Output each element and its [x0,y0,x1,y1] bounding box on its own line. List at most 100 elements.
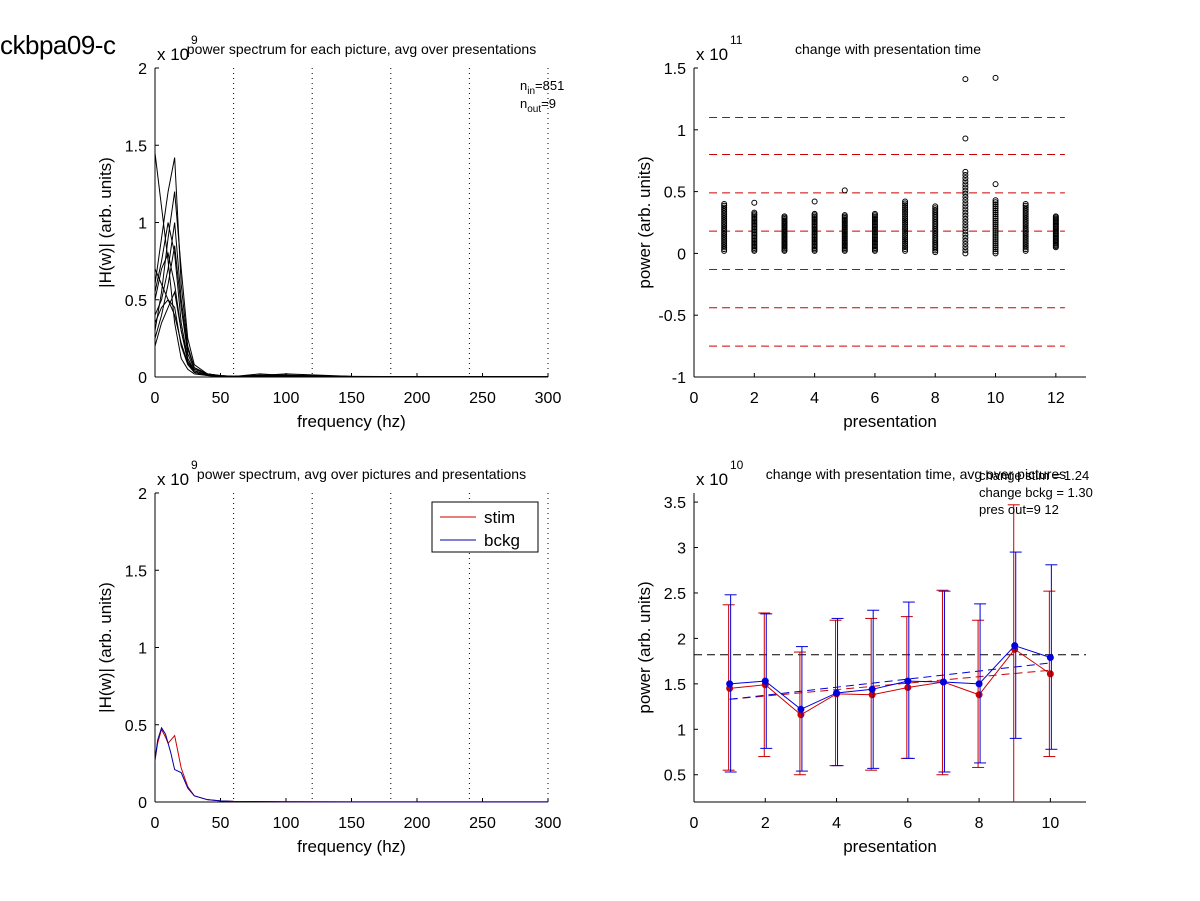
data-point [992,238,999,245]
data-point [992,236,999,243]
chart-tr: 0 2 4 6 8 10 12 -1 -0.5 0 0.5 1 1.5 presentation power… [635,33,1086,431]
x-tick-label: 150 [338,390,365,407]
series-line-stim [154,728,548,803]
data-point [781,213,788,220]
y-axis-label: power (arb. units) [635,156,654,288]
stats-annotation: pres out=9 12 [979,502,1059,517]
mean-point-stim [868,691,876,699]
x-tick-label: 300 [535,815,562,832]
chart-title: power spectrum, avg over pictures and pr… [197,466,526,482]
data-point [992,246,999,253]
series-line-bckg [154,726,548,803]
outlier-point [962,76,969,83]
y-axis-label: |H(w)| (arb. units) [96,582,115,713]
data-point [992,250,999,257]
spectrum-line [154,251,548,378]
data-point [721,202,728,209]
mean-point-bckg [904,677,912,685]
data-point [902,204,909,211]
x-axis-label: presentation [843,837,937,856]
y-tick-label: 2.5 [664,586,686,603]
data-point [932,206,939,213]
y-axis-label: power (arb. units) [635,581,654,713]
data-point [902,247,909,254]
n-out-annotation: nout=9 [520,96,556,115]
y-tick-label: 2 [138,486,147,503]
data-point [992,205,999,212]
y-tick-label: 1 [138,216,147,233]
data-point [902,236,909,243]
outlier-point [962,135,969,142]
x-tick-label: 150 [338,815,365,832]
data-point [751,209,758,216]
x-tick-label: 250 [469,815,496,832]
axis-exponent-base: x 10 [696,470,728,489]
data-point [992,223,999,230]
data-point [992,217,999,224]
outlier-point [992,74,999,81]
chart-title: change with presentation time [795,41,981,57]
data-point [902,238,909,245]
data-point [1052,213,1059,220]
data-point [962,175,969,182]
data-point [962,203,969,210]
mean-point-bckg [726,680,734,688]
x-axis-label: frequency (hz) [297,837,406,856]
x-tick-label: 50 [212,815,230,832]
data-point [902,234,909,241]
legend: stim bckg [431,501,539,553]
data-point [841,212,848,219]
y-tick-label: 0 [138,795,147,812]
data-point [962,231,969,238]
legend-label-stim: stim [484,508,515,527]
data-point [992,227,999,234]
mean-point-stim [904,683,912,691]
x-tick-label: 4 [810,390,819,407]
mean-point-bckg [833,689,841,697]
mean-point-bckg [939,678,947,686]
data-point [962,225,969,232]
data-point [962,250,969,257]
outlier-point [811,198,818,205]
data-point [962,178,969,185]
data-point [811,210,818,217]
data-point [902,209,909,216]
y-tick-label: 0.5 [664,768,686,785]
legend-box [431,501,539,553]
spectrum-line [154,157,549,378]
data-point [992,211,999,218]
mean-line-bckg [729,645,1051,710]
y-tick-label: 1 [677,722,686,739]
x-tick-label: 2 [750,390,759,407]
y-tick-label: 0 [677,246,686,263]
data-point [992,244,999,251]
data-point [902,211,909,218]
data-point [902,227,909,234]
spectrum-line [154,222,548,378]
y-tick-label: 0.5 [125,718,147,735]
chart-br: 0 2 4 6 8 10 0.5 1 1.5 2 2.5 3 3.5 presentation power … [635,458,1093,856]
data-point [962,247,969,254]
n-in-annotation: nin=851 [520,78,564,97]
y-tick-label: 1.5 [664,61,686,78]
data-point [902,244,909,251]
data-point [962,197,969,204]
data-point [962,219,969,226]
x-tick-label: 200 [404,390,431,407]
x-axis-label: frequency (hz) [297,412,406,431]
data-point [962,171,969,178]
data-point [992,242,999,249]
data-point [992,229,999,236]
mean-point-stim [797,711,805,719]
data-point [1022,204,1029,211]
data-point [962,209,969,216]
x-tick-label: 8 [931,390,940,407]
outlier-point [841,187,848,194]
spectrum-line [154,290,548,378]
y-tick-label: 0.5 [664,185,686,202]
data-point [992,209,999,216]
data-point [962,206,969,213]
data-point [1022,200,1029,207]
data-point [992,203,999,210]
data-point [902,228,909,235]
